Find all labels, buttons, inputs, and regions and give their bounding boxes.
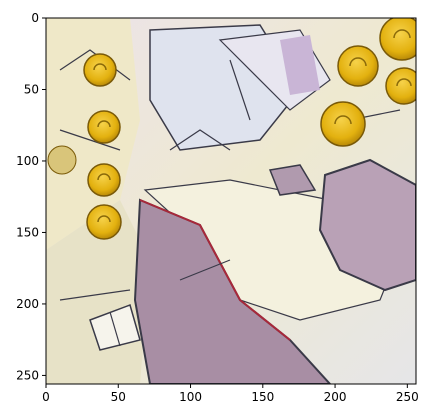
x-tick-label: 50 — [111, 390, 126, 404]
coin — [320, 101, 366, 147]
y-tick-label: 100 — [16, 154, 39, 168]
coin — [379, 18, 416, 61]
axes-frame — [45, 17, 417, 385]
coin-swirls — [93, 29, 412, 223]
coin — [87, 163, 121, 197]
red-edge — [139, 199, 291, 341]
coins — [47, 18, 416, 240]
x-tick-label: 250 — [396, 390, 419, 404]
x-tick-label: 150 — [251, 390, 274, 404]
y-tick-label: 150 — [16, 225, 39, 239]
lavender-patch-top — [280, 35, 320, 95]
coin — [47, 145, 77, 175]
lavender-stone-right — [318, 158, 416, 292]
coin — [83, 53, 117, 87]
coin — [337, 45, 379, 87]
x-tick-label: 200 — [324, 390, 347, 404]
white-block-divider — [109, 311, 121, 347]
y-tick-label: 0 — [31, 11, 39, 25]
ink-lines — [59, 49, 401, 301]
coin — [86, 204, 122, 240]
y-tick-label: 200 — [16, 297, 39, 311]
coin — [87, 110, 121, 144]
y-tick-label: 250 — [16, 368, 39, 382]
lavender-stone-right-small — [268, 164, 317, 196]
artwork — [46, 18, 416, 384]
x-tick-label: 0 — [42, 390, 50, 404]
x-tick-label: 100 — [179, 390, 202, 404]
y-axis: 0 50 100 150 200 250 — [16, 11, 46, 382]
coin — [385, 67, 416, 105]
x-axis: 0 50 100 150 200 250 — [42, 384, 419, 404]
y-tick-label: 50 — [24, 82, 39, 96]
